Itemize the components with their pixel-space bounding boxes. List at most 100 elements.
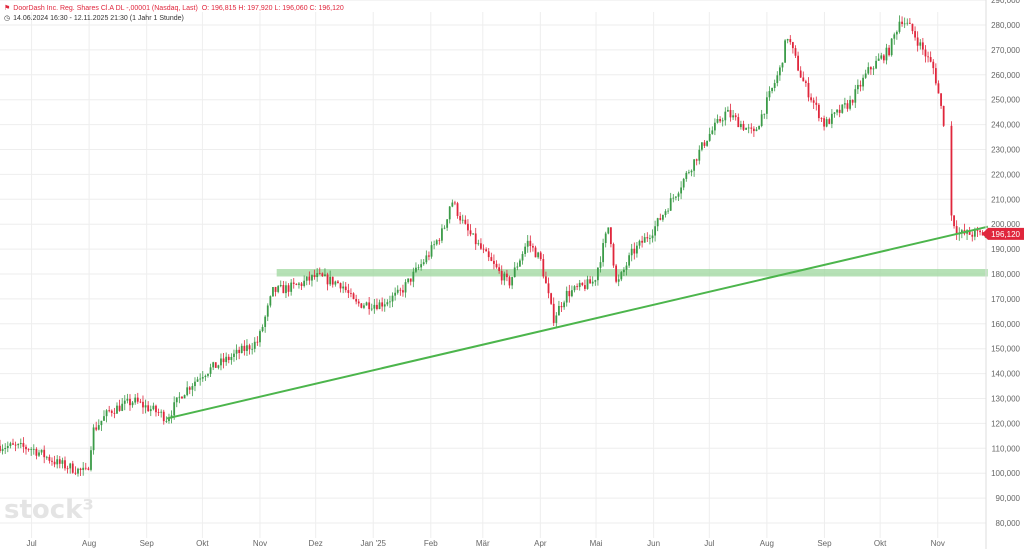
candle-body (248, 345, 251, 350)
candle-body (253, 341, 256, 349)
candle-body (745, 127, 747, 130)
candle-body (17, 444, 20, 446)
candle-body (654, 226, 657, 236)
candle-body (331, 276, 334, 285)
candle-body (729, 109, 732, 118)
candle-body (940, 93, 942, 106)
candle-body (311, 275, 313, 281)
candle-body (888, 47, 890, 56)
candle-body (97, 425, 100, 430)
candle-body (240, 345, 243, 353)
candle-body (771, 87, 773, 92)
candle-body (183, 395, 186, 399)
candle-body (222, 358, 225, 363)
y-axis: 80,000 90,000 100,000 110,000 120,000 130,000… (985, 0, 1021, 549)
candle-body (836, 109, 838, 113)
candle-body (903, 23, 906, 25)
candle-body (682, 178, 685, 188)
candle-body (74, 472, 77, 474)
candle-body (321, 273, 324, 277)
candle-body (350, 293, 352, 294)
candle-body (885, 47, 888, 61)
candle-body (144, 405, 147, 408)
candle-body (1, 449, 4, 452)
candle-body (352, 293, 355, 300)
candle-body (898, 21, 901, 32)
candle-body (516, 266, 519, 268)
candle-body (389, 301, 391, 303)
candle-body (890, 38, 893, 56)
x-tick-label: Jun (647, 539, 660, 548)
candle-body (493, 260, 495, 264)
candle-body (415, 267, 417, 272)
candle-body (425, 255, 428, 263)
support-zone[interactable] (276, 269, 988, 277)
candle-body (713, 122, 716, 131)
candle-body (649, 238, 651, 240)
candle-body (123, 400, 126, 404)
candle-body (225, 356, 228, 363)
candle-body (279, 285, 282, 287)
candle-body (217, 365, 220, 368)
candle-body (347, 290, 350, 294)
candle-body (53, 461, 56, 465)
x-tick-label: Jan '25 (360, 539, 386, 548)
chart-title: DoorDash Inc. Reg. Shares Cl.A DL -,0000… (13, 5, 198, 12)
candle-body (56, 459, 59, 465)
candle-body (636, 245, 638, 254)
candle-body (129, 398, 131, 406)
last-price-tag (982, 227, 1024, 240)
candle-body (846, 103, 849, 109)
candle-body (165, 421, 168, 422)
candle-body (742, 123, 745, 130)
y-tick-label: 90,000 (996, 494, 1021, 503)
candle-body (576, 286, 579, 288)
candle-body (6, 445, 9, 449)
candle-body (235, 349, 238, 354)
candle-body (651, 235, 654, 239)
candle-body (396, 289, 399, 293)
candle-body (381, 302, 384, 307)
candle-body (386, 302, 389, 305)
candle-body (207, 373, 209, 376)
candle-body (188, 387, 191, 390)
candle-body (768, 91, 771, 98)
candle-body (61, 460, 64, 464)
candle-body (830, 113, 833, 124)
trendline[interactable] (166, 225, 989, 420)
candle-body (261, 326, 264, 332)
candle-body (950, 125, 953, 216)
candle-body (243, 345, 246, 351)
candle-body (487, 251, 490, 258)
candle-body (82, 467, 85, 470)
candle-body (409, 278, 412, 282)
candle-body (524, 246, 527, 255)
clock-icon: ◷ (4, 15, 11, 22)
candle-body (602, 243, 605, 263)
date-range: 14.06.2024 16:30 - 12.11.2025 21:30 (1 J… (13, 15, 184, 22)
candle-body (69, 463, 72, 469)
candle-body (802, 77, 805, 82)
candle-body (906, 22, 909, 24)
candle-body (337, 281, 339, 284)
candle-body (698, 149, 701, 161)
candle-body (363, 305, 365, 308)
candle-body (48, 456, 51, 461)
candle-body (604, 233, 607, 244)
y-tick-label: 220,000 (991, 170, 1020, 179)
candle-body (927, 56, 929, 58)
candle-body (508, 277, 511, 286)
candle-body (690, 170, 693, 173)
candle-body (417, 267, 420, 269)
candle-body (571, 290, 573, 297)
candle-body (404, 282, 407, 293)
candle-body (456, 203, 459, 216)
candle-body (495, 263, 498, 268)
candle-body (550, 293, 553, 304)
candle-body (914, 31, 916, 38)
candle-body (607, 227, 610, 234)
candle-body (594, 280, 597, 282)
candle-body (220, 358, 222, 366)
candle-body (532, 246, 534, 248)
